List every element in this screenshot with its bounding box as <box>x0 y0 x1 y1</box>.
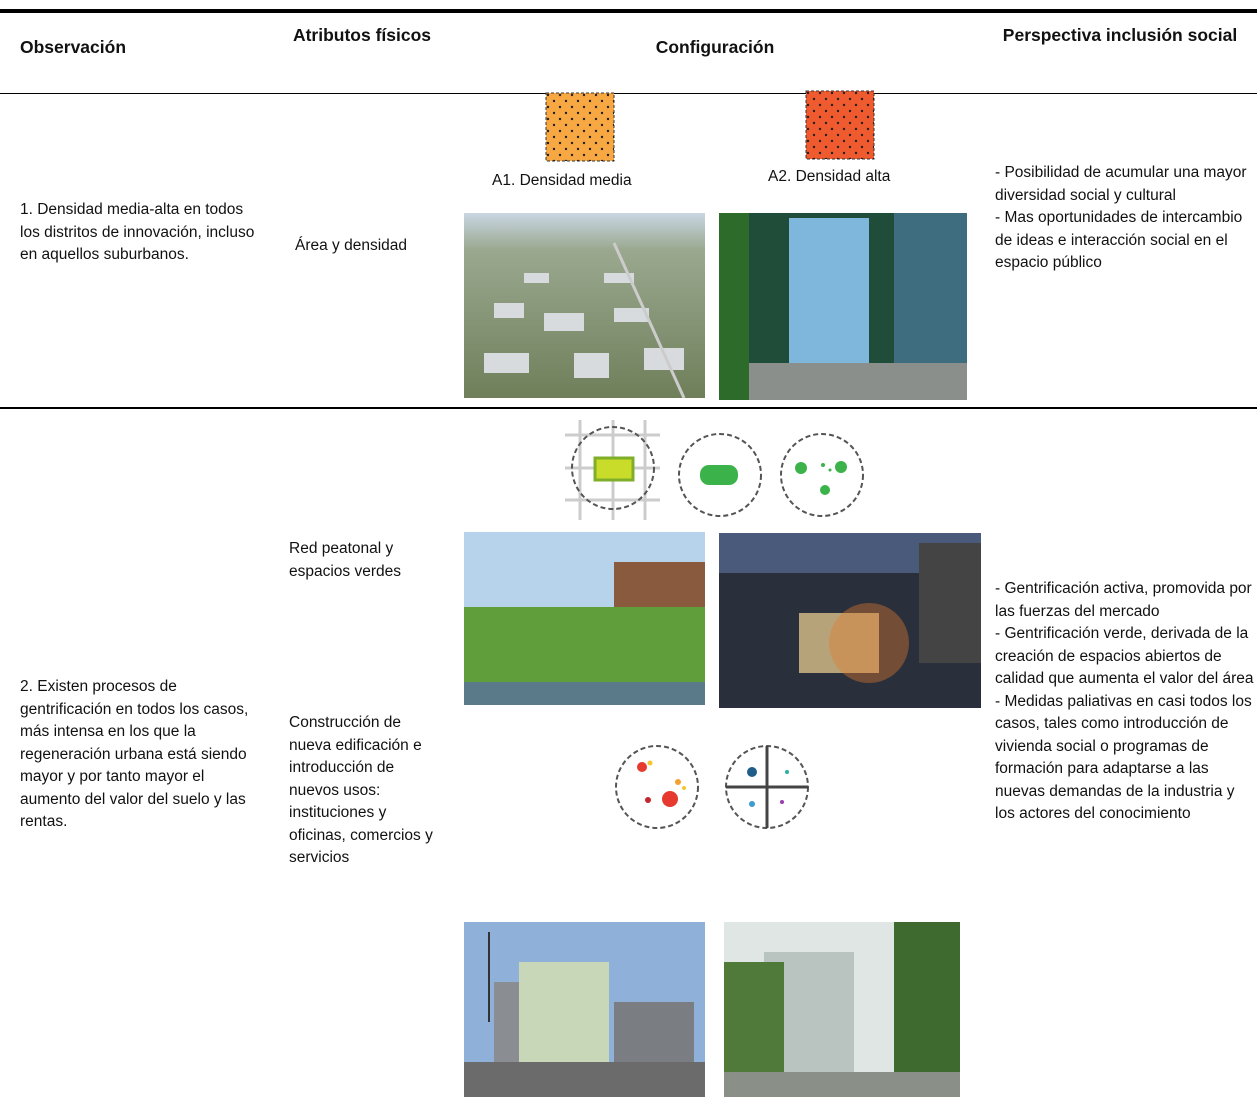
attribute: Construcción de nueva edificación e intr… <box>289 714 433 866</box>
building-photo <box>464 922 705 1097</box>
social-item: - Gentrificación verde, derivada de la c… <box>995 625 1254 687</box>
config-label: A2. Densidad alta <box>768 168 891 185</box>
park-photo <box>464 532 705 705</box>
row-rule <box>0 407 1257 409</box>
observation: 2. Existen procesos de gentrificación en… <box>20 678 249 830</box>
social-list: - Posibilidad de acumular una mayor dive… <box>995 162 1257 275</box>
social-item: - Mas oportunidades de intercambio de id… <box>995 209 1243 271</box>
attribute: Red peatonal y espacios verdes <box>289 540 402 580</box>
col-header: Observación <box>20 37 127 57</box>
top-rule <box>0 9 1257 13</box>
social-list: - Gentrificación activa, promovida por l… <box>995 578 1257 826</box>
social-item: - Medidas paliativas en casi todos los c… <box>995 692 1252 823</box>
plaza-photo <box>719 533 981 708</box>
network-icons <box>565 420 864 520</box>
attribute: Área y densidad <box>295 237 408 254</box>
observation: 1. Densidad media-alta en todos los dist… <box>20 201 255 263</box>
header-rule <box>0 93 1257 94</box>
col-header: Perspectiva inclusión social <box>1002 25 1238 45</box>
social-item: - Gentrificación activa, promovida por l… <box>995 580 1252 620</box>
col-header: Configuración <box>655 37 775 57</box>
tower-photo <box>719 213 967 400</box>
aerial-photo <box>464 213 705 398</box>
density-swatch <box>805 90 875 160</box>
config-label: A1. Densidad media <box>492 172 632 189</box>
social-item: - Posibilidad de acumular una mayor dive… <box>995 164 1247 204</box>
col-header: Atributos físicos <box>292 25 432 45</box>
density-swatch <box>545 92 615 162</box>
courtyard-photo <box>724 922 960 1097</box>
uses-icons <box>615 745 809 829</box>
